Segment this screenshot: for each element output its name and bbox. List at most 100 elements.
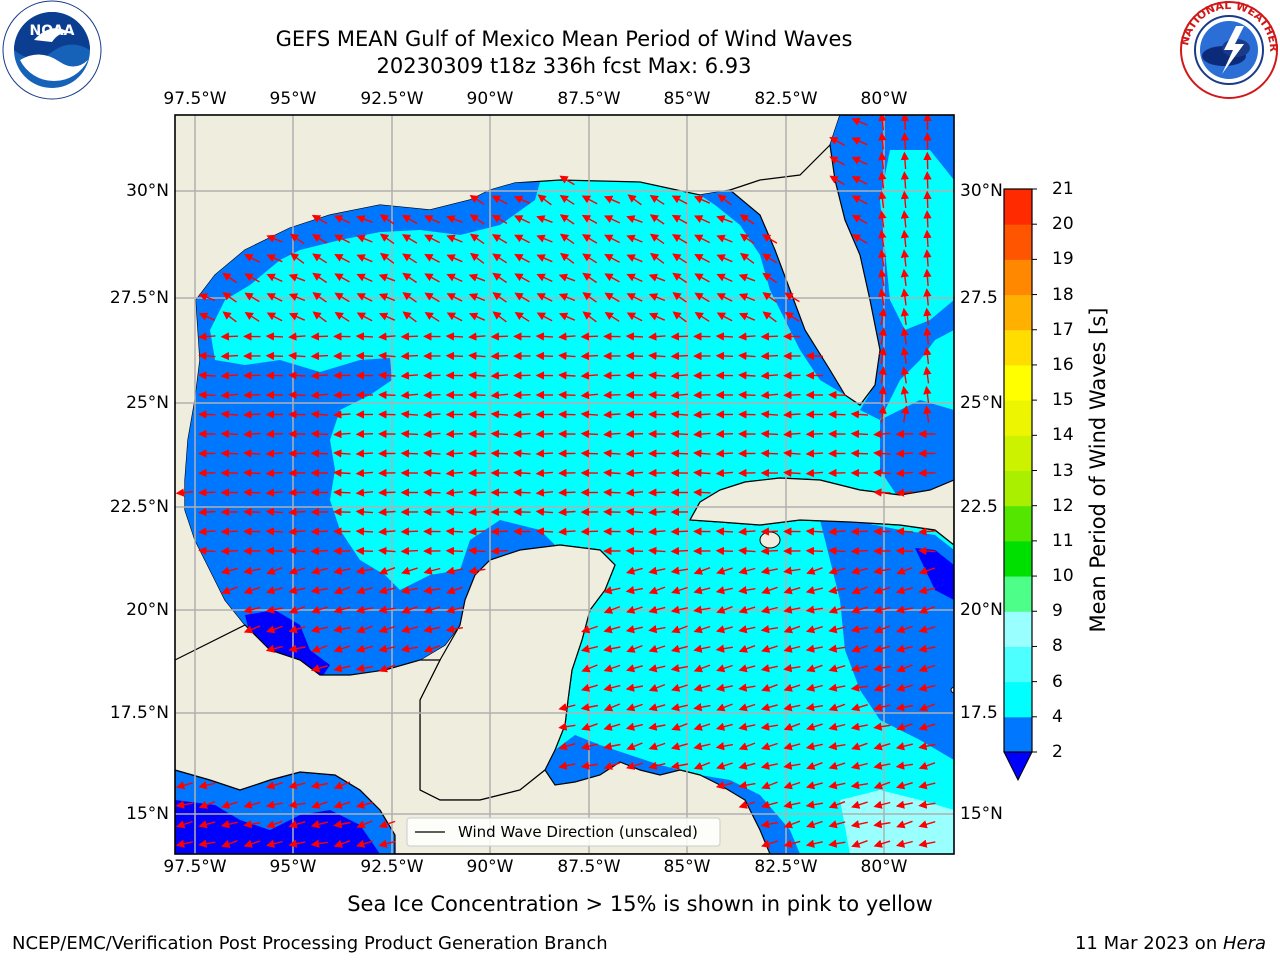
wind-wave-arrow [604,254,620,263]
wind-wave-arrow [851,117,868,126]
wind-wave-arrow [739,214,755,225]
wind-wave-arrow [715,683,733,692]
wind-wave-arrow [378,625,396,634]
wind-wave-arrow [468,566,486,575]
wind-wave-arrow [198,527,216,536]
wind-wave-arrow [806,566,823,575]
wind-wave-arrow [243,625,261,634]
wind-wave-arrow [424,311,440,322]
wind-wave-arrow [243,449,261,458]
wind-wave-arrow [900,210,910,228]
wind-wave-arrow [783,839,801,848]
wind-wave-arrow [536,293,553,302]
wind-wave-arrow [625,683,644,692]
wind-wave-arrow [738,781,756,790]
wind-wave-arrow [873,449,891,458]
colorbar-segment [1004,716,1032,753]
wind-wave-arrow [514,311,530,322]
wind-wave-arrow [715,332,734,341]
wind-wave-arrow [873,683,891,692]
wind-wave-arrow [715,449,734,458]
wind-wave-arrow [671,586,688,595]
wind-wave-arrow [895,488,914,497]
wind-wave-arrow [445,605,463,614]
wind-wave-arrow [355,566,374,575]
wind-wave-arrow [356,273,373,283]
wind-wave-arrow [490,527,509,536]
wind-wave-arrow [828,742,846,751]
wind-wave-arrow [850,546,869,556]
blue-zone-nw-coast [700,190,845,395]
colorbar-segment [1004,435,1032,471]
wind-wave-arrow [355,546,374,556]
map-legend: Wind Wave Direction (unscaled) [406,817,721,847]
wind-wave-arrow [918,546,936,556]
wind-wave-arrow [198,800,216,809]
wind-wave-arrow [558,371,576,380]
wind-wave-arrow [873,488,891,497]
wind-wave-arrow [900,190,910,209]
wind-wave-arrow [558,703,576,712]
wind-wave-arrow [738,312,756,321]
colorbar-tick-label: 9 [1052,601,1063,622]
lat-label-left: 20°N [126,600,169,620]
wind-wave-arrow [873,586,891,595]
wind-wave-arrow [738,800,756,809]
wind-wave-arrow [535,488,554,497]
wind-wave-arrow [625,488,644,497]
wind-wave-arrow [244,254,260,263]
wind-wave-arrow [603,390,621,400]
wind-wave-arrow [333,488,351,497]
wind-wave-arrow [900,307,910,325]
wind-wave-arrow [895,703,914,712]
wind-wave-arrow [895,546,914,556]
wind-wave-arrow [423,410,441,419]
wind-wave-arrow [400,546,419,556]
wind-wave-arrow [715,742,734,751]
colorbar-label: Mean Period of Wind Waves [s] [1086,307,1110,633]
land-cuba [689,477,954,546]
wind-wave-arrow [310,410,329,419]
wind-wave-arrow [355,644,373,653]
wind-wave-arrow [288,332,306,341]
footer-date: 11 Mar 2023 on [1074,933,1223,954]
wind-wave-arrow [492,253,508,264]
wind-wave-arrow [878,132,887,150]
wind-wave-arrow [490,410,509,419]
wind-wave-arrow [535,351,554,361]
wind-wave-arrow [693,390,711,400]
wind-wave-arrow [514,292,530,303]
wind-wave-arrow [918,527,936,536]
wind-wave-arrow [670,429,689,439]
wind-wave-arrow [378,644,396,653]
wind-wave-arrow [918,625,936,634]
wind-wave-arrow [334,311,350,322]
wind-wave-arrow [604,234,621,244]
wind-wave-arrow [896,625,913,634]
wind-wave-arrow [580,410,599,419]
wind-wave-arrow [220,820,238,829]
wind-wave-arrow [918,586,936,595]
wind-wave-arrow [378,586,396,595]
wind-wave-arrow [738,664,756,673]
wind-wave-arrow [198,839,216,848]
wind-wave-arrow [625,625,643,634]
wind-wave-arrow [761,644,778,653]
wind-wave-arrow [716,664,733,673]
wind-wave-arrow [445,449,464,458]
wind-wave-arrow [784,311,800,322]
wind-wave-arrow [312,272,327,284]
colorbar-segment [1004,681,1032,718]
wind-wave-arrow [400,429,419,439]
wind-wave-arrow [514,234,531,244]
sea-ice-note-wrap: Sea Ice Concentration > 15% is shown in … [0,892,1280,916]
wind-wave-arrow [603,468,621,478]
wind-wave-arrow [895,781,913,790]
wind-wave-arrow [878,366,887,384]
wind-wave-arrow [469,233,485,245]
wind-wave-arrow [878,229,887,248]
wind-wave-arrow [198,332,216,341]
wind-wave-arrow [805,586,823,595]
wind-wave-arrow [423,468,441,478]
lat-label-left: 17.5°N [109,703,169,723]
